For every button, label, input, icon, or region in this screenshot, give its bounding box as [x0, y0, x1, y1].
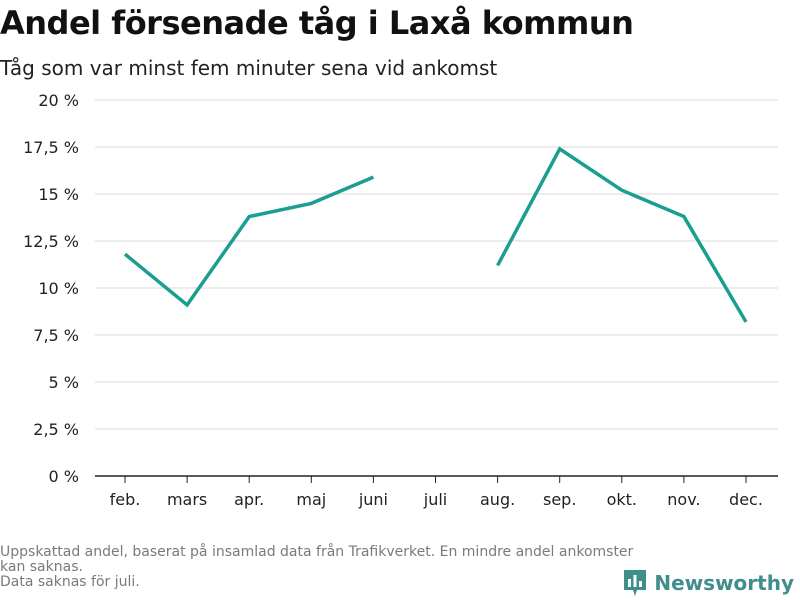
x-tick-label: okt. [607, 490, 637, 509]
line-chart: 0 % 2,5 % 5 % 7,5 % 10 % 12,5 % 15 % 17,5 % 20 %… [23, 91, 778, 509]
series-line-segment [496, 146, 748, 323]
x-tick-label: juli [423, 490, 447, 509]
chart-subtitle: Tåg som var minst fem minuter sena vid a… [0, 56, 498, 80]
newsworthy-logo-icon [624, 570, 647, 596]
footnote-source-note: Uppskattad andel, baserat på insamlad da… [0, 544, 638, 575]
x-tick-label: maj [296, 490, 326, 509]
x-tick-label: juni [358, 490, 388, 509]
y-tick-label: 0 % [49, 467, 79, 486]
brand: Newsworthy [622, 568, 794, 598]
brand-name: Newsworthy [654, 571, 794, 595]
y-tick-label: 2,5 % [33, 420, 79, 439]
x-tick-label: sep. [543, 490, 576, 509]
x-tick-label: aug. [480, 490, 515, 509]
y-tick-label: 5 % [49, 373, 79, 392]
y-tick-label: 12,5 % [23, 232, 79, 251]
y-tick-label: 17,5 % [23, 138, 79, 157]
series-line-segment [123, 175, 375, 308]
footnote-missing-data-note: Data saknas för juli. [0, 574, 140, 590]
x-tick-label: nov. [667, 490, 700, 509]
x-tick-label: feb. [110, 490, 141, 509]
footnote: Uppskattad andel, baserat på insamlad da… [0, 545, 640, 590]
y-tick-label: 20 % [38, 91, 79, 110]
y-tick-label: 10 % [38, 279, 79, 298]
x-tick-label: mars [167, 490, 207, 509]
y-tick-label: 7,5 % [33, 326, 79, 345]
y-tick-label: 15 % [38, 185, 79, 204]
x-tick-label: dec. [729, 490, 763, 509]
x-tick-label: apr. [234, 490, 264, 509]
chart-title: Andel försenade tåg i Laxå kommun [0, 4, 634, 42]
